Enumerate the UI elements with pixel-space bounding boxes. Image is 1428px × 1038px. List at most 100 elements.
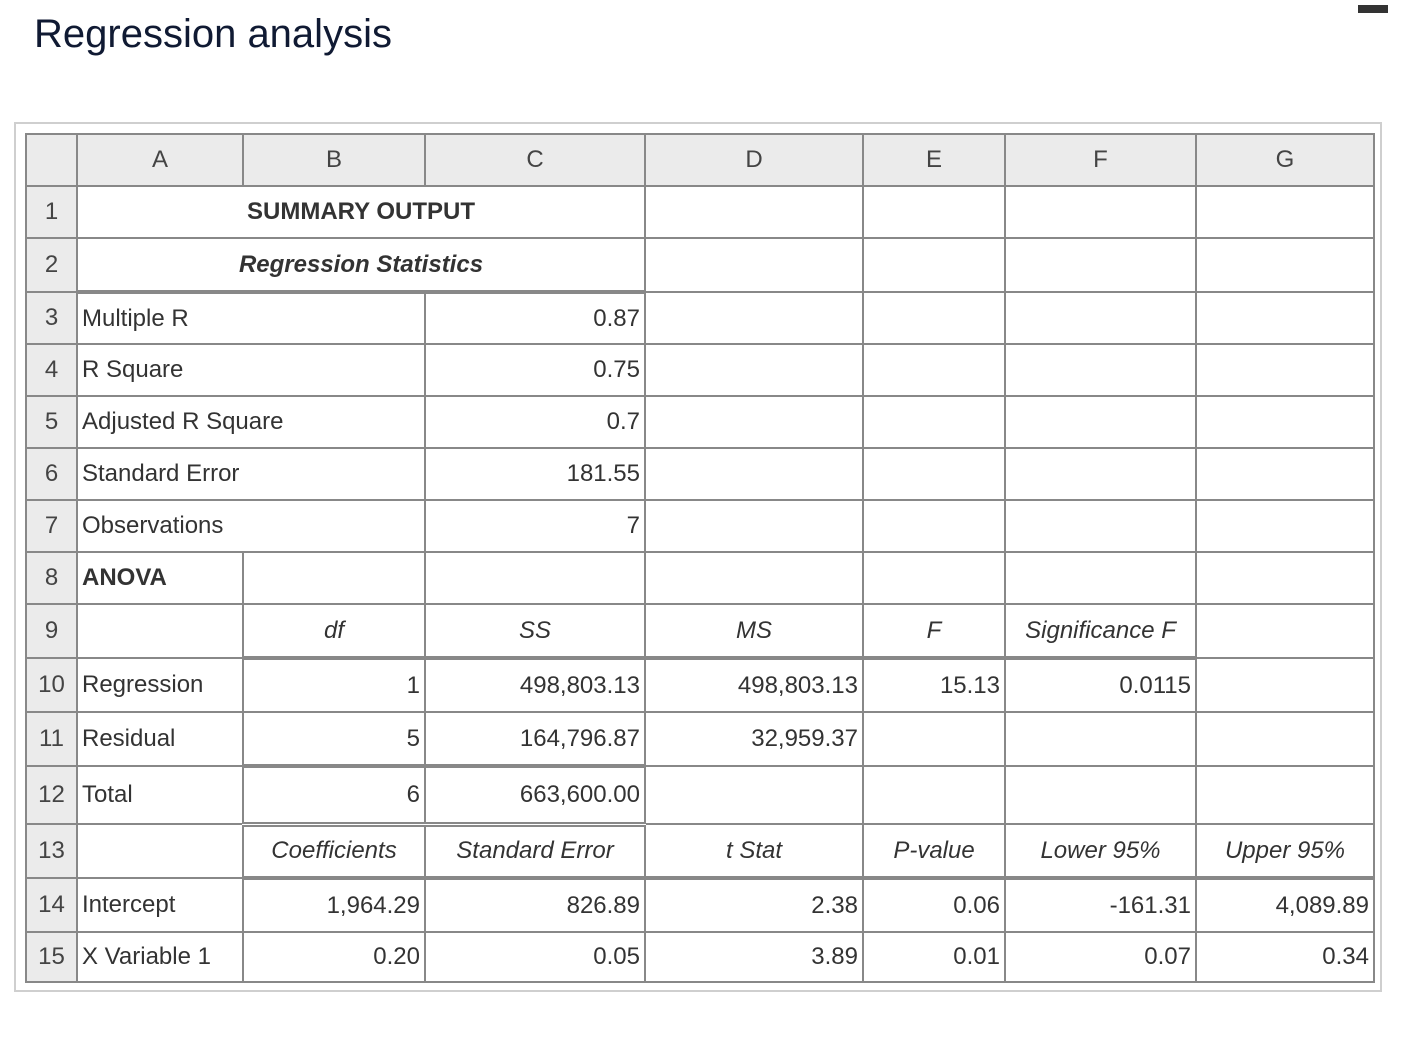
cell[interactable]: [1195, 711, 1375, 767]
anova-total-ss[interactable]: 663,600.00: [424, 765, 646, 827]
stat-value-r-square[interactable]: 0.75: [424, 343, 646, 397]
anova-regression-significance-f[interactable]: 0.0115: [1004, 657, 1197, 713]
x-variable-1-p-value[interactable]: 0.01: [862, 931, 1006, 983]
column-header-d[interactable]: D: [644, 133, 864, 187]
x-variable-1-t-stat[interactable]: 3.89: [644, 931, 864, 983]
row-header-1[interactable]: 1: [25, 185, 78, 239]
row-header-6[interactable]: 6: [25, 447, 78, 501]
cell[interactable]: [862, 499, 1006, 553]
anova-regression-ss[interactable]: 498,803.13: [424, 657, 646, 713]
anova-residual-df[interactable]: 5: [242, 711, 426, 768]
anova-label-regression[interactable]: Regression: [76, 657, 244, 713]
anova-regression-ms[interactable]: 498,803.13: [644, 657, 864, 713]
anova-label-residual[interactable]: Residual: [76, 711, 244, 767]
anova-label-total[interactable]: Total: [76, 765, 244, 825]
x-variable-1-standard-error[interactable]: 0.05: [424, 931, 646, 983]
anova-residual-ss[interactable]: 164,796.87: [424, 711, 646, 768]
cell[interactable]: [1004, 237, 1197, 293]
stat-label-observations[interactable]: Observations: [76, 499, 426, 553]
cell[interactable]: [1195, 603, 1375, 659]
row-header-5[interactable]: 5: [25, 395, 78, 449]
x-variable-1-coefficient[interactable]: 0.20: [242, 931, 426, 983]
stat-value-multiple-r[interactable]: 0.87: [424, 291, 646, 345]
anova-header-f[interactable]: F: [862, 603, 1006, 660]
row-header-3[interactable]: 3: [25, 291, 78, 345]
cell[interactable]: [644, 765, 864, 825]
cell[interactable]: [862, 765, 1006, 825]
cell[interactable]: [1195, 237, 1375, 293]
row-header-8[interactable]: 8: [25, 551, 78, 605]
anova-header-significance-f[interactable]: Significance F: [1004, 603, 1197, 660]
anova-regression-f[interactable]: 15.13: [862, 657, 1006, 713]
cell[interactable]: [1004, 395, 1197, 449]
cell[interactable]: [1004, 711, 1197, 767]
cell[interactable]: [862, 711, 1006, 767]
stat-label-standard-error[interactable]: Standard Error: [76, 447, 426, 501]
cell[interactable]: [644, 447, 864, 501]
cell[interactable]: [76, 603, 244, 659]
row-header-7[interactable]: 7: [25, 499, 78, 553]
cell[interactable]: [644, 237, 864, 293]
row-header-9[interactable]: 9: [25, 603, 78, 659]
intercept-standard-error[interactable]: 826.89: [424, 877, 646, 933]
cell[interactable]: [644, 185, 864, 239]
x-variable-1-lower-95[interactable]: 0.07: [1004, 931, 1197, 983]
cell[interactable]: [1195, 551, 1375, 605]
cell[interactable]: [862, 551, 1006, 605]
anova-header-df[interactable]: df: [242, 603, 426, 660]
stat-label-adjusted-r-square[interactable]: Adjusted R Square: [76, 395, 426, 449]
intercept-upper-95[interactable]: 4,089.89: [1195, 877, 1375, 933]
stat-value-standard-error[interactable]: 181.55: [424, 447, 646, 501]
cell[interactable]: [1195, 447, 1375, 501]
column-header-c[interactable]: C: [424, 133, 646, 187]
cell[interactable]: [424, 551, 646, 605]
intercept-t-stat[interactable]: 2.38: [644, 877, 864, 933]
row-header-2[interactable]: 2: [25, 237, 78, 293]
stat-value-adjusted-r-square[interactable]: 0.7: [424, 395, 646, 449]
anova-title[interactable]: ANOVA: [76, 551, 244, 605]
cell[interactable]: [644, 343, 864, 397]
row-header-12[interactable]: 12: [25, 765, 78, 825]
row-header-10[interactable]: 10: [25, 657, 78, 713]
anova-header-ms[interactable]: MS: [644, 603, 864, 660]
stat-label-multiple-r[interactable]: Multiple R: [76, 291, 426, 345]
coef-header-p-value[interactable]: P-value: [862, 823, 1006, 880]
cell[interactable]: [1195, 291, 1375, 345]
summary-output-title[interactable]: SUMMARY OUTPUT: [76, 185, 646, 239]
coef-header-lower-95[interactable]: Lower 95%: [1004, 823, 1197, 880]
cell[interactable]: [644, 551, 864, 605]
column-header-f[interactable]: F: [1004, 133, 1197, 187]
intercept-p-value[interactable]: 0.06: [862, 877, 1006, 933]
anova-regression-df[interactable]: 1: [242, 657, 426, 713]
cell[interactable]: [76, 823, 244, 879]
cell[interactable]: [1195, 657, 1375, 713]
anova-header-ss[interactable]: SS: [424, 603, 646, 660]
column-header-e[interactable]: E: [862, 133, 1006, 187]
cell[interactable]: [862, 447, 1006, 501]
coef-header-upper-95[interactable]: Upper 95%: [1195, 823, 1375, 880]
intercept-coefficient[interactable]: 1,964.29: [242, 877, 426, 933]
cell[interactable]: [862, 185, 1006, 239]
cell[interactable]: [1004, 447, 1197, 501]
cell[interactable]: [1195, 765, 1375, 825]
column-header-b[interactable]: B: [242, 133, 426, 187]
coef-header-coefficients[interactable]: Coefficients: [242, 823, 426, 880]
cell[interactable]: [1195, 395, 1375, 449]
row-header-11[interactable]: 11: [25, 711, 78, 767]
cell[interactable]: [644, 291, 864, 345]
cell[interactable]: [644, 395, 864, 449]
anova-total-df[interactable]: 6: [242, 765, 426, 827]
cell[interactable]: [1004, 343, 1197, 397]
regression-statistics-label[interactable]: Regression Statistics: [76, 237, 646, 294]
cell[interactable]: [242, 551, 426, 605]
select-all-corner[interactable]: [25, 133, 78, 187]
stat-value-observations[interactable]: 7: [424, 499, 646, 553]
stat-label-r-square[interactable]: R Square: [76, 343, 426, 397]
coef-header-standard-error[interactable]: Standard Error: [424, 823, 646, 880]
intercept-lower-95[interactable]: -161.31: [1004, 877, 1197, 933]
anova-residual-ms[interactable]: 32,959.37: [644, 711, 864, 767]
coef-label-intercept[interactable]: Intercept: [76, 877, 244, 933]
coef-header-t-stat[interactable]: t Stat: [644, 823, 864, 880]
x-variable-1-upper-95[interactable]: 0.34: [1195, 931, 1375, 983]
cell[interactable]: [644, 499, 864, 553]
